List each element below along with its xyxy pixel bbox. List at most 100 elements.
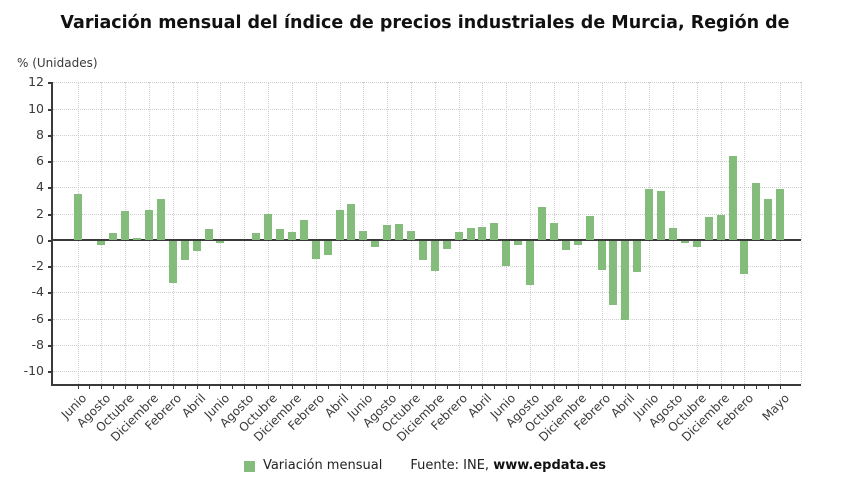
x-tick-mark bbox=[232, 386, 234, 389]
bar bbox=[621, 240, 630, 320]
y-tick-mark bbox=[48, 344, 53, 347]
y-tick-label: -2 bbox=[31, 258, 44, 274]
bar bbox=[73, 193, 82, 240]
x-tick-mark bbox=[553, 386, 555, 389]
y-axis-title: % (Unidades) bbox=[17, 56, 98, 70]
bar bbox=[275, 229, 284, 240]
x-tick-mark bbox=[482, 386, 484, 389]
bar bbox=[561, 240, 570, 250]
bar bbox=[395, 224, 404, 240]
legend-swatch-icon bbox=[243, 460, 255, 472]
y-tick-label: -6 bbox=[31, 310, 44, 326]
y-tick-mark bbox=[48, 292, 53, 295]
v-gridline bbox=[601, 82, 603, 384]
bar bbox=[526, 240, 535, 286]
x-tick-mark bbox=[732, 386, 734, 389]
x-tick-mark bbox=[220, 386, 222, 389]
x-tick-mark bbox=[589, 386, 591, 389]
x-tick-mark bbox=[184, 386, 186, 389]
x-tick-mark bbox=[768, 386, 770, 389]
x-tick-mark bbox=[494, 386, 496, 389]
bar bbox=[645, 188, 654, 240]
x-tick-mark bbox=[77, 386, 79, 389]
bar bbox=[156, 199, 165, 240]
bar bbox=[216, 240, 225, 244]
y-tick-mark bbox=[48, 134, 53, 137]
source-text: Fuente: INE, www.epdata.es bbox=[410, 458, 606, 473]
v-gridline bbox=[744, 82, 746, 384]
v-gridline bbox=[244, 82, 246, 384]
chart-title: Variación mensual del índice de precios … bbox=[60, 13, 790, 33]
bar bbox=[609, 240, 618, 306]
v-gridline bbox=[101, 82, 103, 384]
source-prefix: Fuente: INE, bbox=[410, 458, 494, 473]
x-tick-mark bbox=[279, 386, 281, 389]
x-tick-mark bbox=[720, 386, 722, 389]
bar bbox=[514, 240, 523, 245]
x-tick-mark bbox=[601, 386, 603, 389]
y-tick-label: 0 bbox=[36, 231, 44, 247]
x-tick-mark bbox=[756, 386, 758, 389]
y-tick-label: 10 bbox=[28, 100, 44, 116]
x-tick-label: Mayo bbox=[759, 391, 793, 424]
x-tick-mark bbox=[625, 386, 627, 389]
x-tick-mark bbox=[208, 386, 210, 389]
bar bbox=[776, 188, 785, 240]
x-tick-mark bbox=[303, 386, 305, 389]
v-gridline bbox=[530, 82, 532, 384]
bar bbox=[716, 214, 725, 240]
x-tick-mark bbox=[125, 386, 127, 389]
h-gridline bbox=[53, 318, 801, 320]
bar bbox=[490, 222, 499, 240]
bar bbox=[669, 227, 677, 240]
x-tick-mark bbox=[327, 386, 329, 389]
x-tick-label: Abril bbox=[607, 391, 638, 421]
v-gridline bbox=[625, 82, 627, 384]
x-tick-mark bbox=[458, 386, 460, 389]
bar bbox=[299, 220, 308, 240]
x-tick-mark bbox=[518, 386, 520, 389]
x-tick-mark bbox=[268, 386, 270, 389]
bar bbox=[133, 238, 142, 240]
x-tick-mark bbox=[673, 386, 674, 389]
bar bbox=[585, 216, 594, 240]
bar bbox=[335, 209, 344, 240]
bar bbox=[764, 199, 773, 240]
bar bbox=[311, 240, 320, 260]
bar bbox=[192, 240, 201, 252]
x-tick-mark bbox=[351, 386, 353, 389]
x-tick-mark bbox=[577, 386, 579, 389]
bar bbox=[371, 240, 380, 248]
bar bbox=[204, 229, 213, 240]
x-tick-label: Abril bbox=[322, 391, 352, 421]
legend: Variación mensual Fuente: INE, www.epdat… bbox=[0, 458, 850, 473]
x-tick-mark bbox=[637, 386, 639, 389]
x-axis-line bbox=[51, 384, 801, 386]
bar bbox=[537, 207, 546, 240]
v-gridline bbox=[801, 82, 802, 384]
bar bbox=[549, 222, 558, 240]
v-gridline bbox=[220, 82, 222, 384]
legend-item: Variación mensual bbox=[243, 458, 382, 473]
bar bbox=[287, 231, 296, 240]
v-gridline bbox=[577, 82, 579, 384]
bar bbox=[657, 191, 666, 240]
y-tick-label: -4 bbox=[31, 284, 44, 300]
v-gridline bbox=[696, 82, 698, 384]
h-gridline bbox=[53, 292, 801, 294]
v-gridline bbox=[196, 82, 198, 384]
y-tick-mark bbox=[48, 213, 53, 216]
h-gridline bbox=[53, 371, 801, 372]
x-tick-mark bbox=[339, 386, 341, 389]
x-tick-mark bbox=[89, 386, 91, 389]
bar bbox=[430, 240, 439, 271]
source-site: www.epdata.es bbox=[493, 458, 607, 473]
y-tick-label: 2 bbox=[36, 205, 44, 221]
h-gridline bbox=[53, 108, 801, 110]
x-tick-mark bbox=[148, 386, 150, 389]
x-tick-mark bbox=[541, 386, 543, 389]
bar bbox=[180, 240, 189, 261]
y-tick-label: -10 bbox=[23, 363, 44, 378]
x-tick-mark bbox=[172, 386, 174, 389]
